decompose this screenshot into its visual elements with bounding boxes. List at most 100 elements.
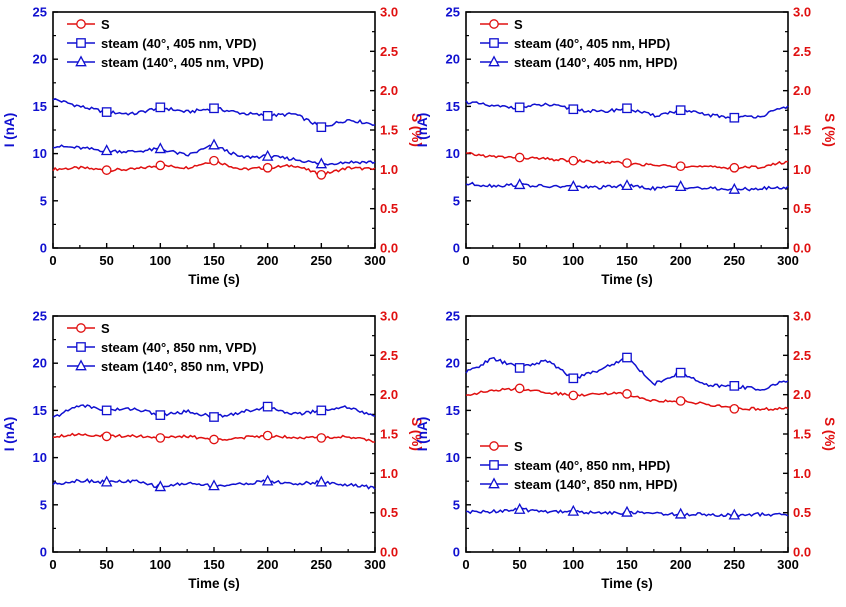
y-right-tick-label: 1.5 xyxy=(793,123,811,138)
y-left-tick-label: 5 xyxy=(453,193,460,208)
y-right-tick-label: 2.5 xyxy=(793,44,811,59)
x-axis-label: Time (s) xyxy=(601,576,653,591)
legend-entry: S xyxy=(480,439,523,454)
legend-label: steam (140°, 405 nm, HPD) xyxy=(514,55,677,70)
series-2 xyxy=(465,100,789,123)
data-point xyxy=(729,112,740,123)
legend-label: steam (40°, 850 nm, VPD) xyxy=(101,340,257,355)
y-right-tick-label: 2.0 xyxy=(793,83,811,98)
data-point xyxy=(101,405,112,416)
data-point xyxy=(675,367,686,378)
y-left-tick-label: 15 xyxy=(446,99,460,114)
x-tick-label: 250 xyxy=(723,557,745,572)
data-point xyxy=(101,107,112,117)
x-tick-label: 150 xyxy=(203,253,225,268)
chart-svg-1: 0 50 100 150 200 250 300 Time (s) 0 5 10 15 20 25 I (n… xyxy=(2,5,423,288)
y-left-tick-label: 10 xyxy=(33,146,47,161)
x-tick-label: 100 xyxy=(562,253,584,268)
y-right-tick-label: 2.5 xyxy=(380,44,398,59)
data-point xyxy=(316,405,327,416)
x-tick-label: 200 xyxy=(257,557,279,572)
data-point xyxy=(100,144,113,156)
series-2 xyxy=(52,401,376,422)
series-3 xyxy=(465,178,789,194)
data-point xyxy=(622,103,632,114)
legend-entry: steam (40°, 850 nm, VPD) xyxy=(67,340,257,355)
y-right-tick-label: 1.0 xyxy=(793,162,811,177)
data-point xyxy=(675,396,686,406)
y-left-tick-label: 5 xyxy=(40,497,47,512)
y-right-tick-label: 1.0 xyxy=(793,466,811,481)
legend-entry: steam (140°, 405 nm, HPD) xyxy=(480,55,677,70)
series-3 xyxy=(52,474,376,492)
y-left-tick-label: 10 xyxy=(33,450,47,465)
data-point xyxy=(262,401,273,412)
data-point xyxy=(262,430,273,441)
data-point xyxy=(568,373,579,384)
legend-entry: steam (40°, 850 nm, HPD) xyxy=(480,458,670,473)
data-point xyxy=(155,160,166,171)
legend-entry: S xyxy=(67,321,110,336)
data-point xyxy=(261,474,274,486)
legend-entry: S xyxy=(67,17,110,32)
data-point xyxy=(567,180,580,191)
data-point xyxy=(567,504,580,516)
legend-marker xyxy=(488,55,500,67)
data-point xyxy=(729,403,740,414)
y-left-tick-label: 0 xyxy=(453,545,460,560)
y-left-tick-label: 0 xyxy=(453,241,460,256)
data-point xyxy=(208,479,220,491)
chart-panel-2: 0 50 100 150 200 250 300 Time (s) 0 5 10 15 20 25 I (n… xyxy=(413,0,836,303)
y-left-tick-label: 5 xyxy=(40,193,47,208)
x-tick-label: 200 xyxy=(670,557,692,572)
y-right-tick-label: 1.5 xyxy=(793,427,811,442)
y-left-tick-label: 25 xyxy=(446,309,460,324)
y-left-tick-label: 0 xyxy=(40,241,47,256)
y-left-tick-label: 15 xyxy=(33,403,47,418)
legend-marker xyxy=(488,477,500,489)
data-point xyxy=(315,475,328,487)
legend-entry: steam (40°, 405 nm, HPD) xyxy=(480,36,670,51)
x-tick-label: 50 xyxy=(99,253,113,268)
data-point xyxy=(209,412,219,422)
legend-label: S xyxy=(101,321,110,336)
data-point xyxy=(154,480,167,492)
data-point xyxy=(728,182,741,194)
series-3 xyxy=(53,138,376,169)
data-point xyxy=(316,433,327,443)
legend-entry: steam (140°, 850 nm, HPD) xyxy=(480,477,677,492)
y-right-tick-label: 3.0 xyxy=(380,309,398,324)
series-1 xyxy=(52,155,376,180)
data-point xyxy=(622,158,632,168)
y-right-tick-label: 2.0 xyxy=(380,387,398,402)
y-right-axis-label: S (%) xyxy=(409,417,423,451)
y-right-tick-label: 2.5 xyxy=(793,348,811,363)
x-tick-label: 100 xyxy=(149,557,171,572)
y-left-axis-label: I (nA) xyxy=(2,417,17,452)
legend-marker xyxy=(489,441,499,451)
data-point xyxy=(101,431,112,442)
x-tick-label: 0 xyxy=(462,557,469,572)
data-point xyxy=(209,155,219,166)
y-right-axis-label: S (%) xyxy=(822,113,836,147)
y-right-tick-label: 0.0 xyxy=(380,545,398,560)
y-right-axis-label: S (%) xyxy=(822,417,836,451)
x-tick-label: 50 xyxy=(512,253,526,268)
legend-label: steam (140°, 405 nm, VPD) xyxy=(101,55,264,70)
data-point xyxy=(729,162,740,173)
data-point xyxy=(729,381,740,391)
x-axis-label: Time (s) xyxy=(601,272,653,287)
series-line xyxy=(465,356,789,391)
chart-panel-4: 0 50 100 150 200 250 300 Time (s) 0 5 10 15 20 25 I (n… xyxy=(413,304,836,607)
y-right-tick-label: 1.5 xyxy=(380,427,398,442)
series-2 xyxy=(465,352,789,391)
y-left-axis-label: I (nA) xyxy=(415,417,430,452)
data-point xyxy=(622,352,632,363)
y-left-tick-label: 10 xyxy=(446,450,460,465)
y-left-tick-label: 20 xyxy=(33,356,47,371)
x-tick-label: 300 xyxy=(364,253,386,268)
legend-label: steam (40°, 405 nm, HPD) xyxy=(514,36,670,51)
data-point xyxy=(674,180,687,191)
y-left-tick-label: 20 xyxy=(33,52,47,67)
